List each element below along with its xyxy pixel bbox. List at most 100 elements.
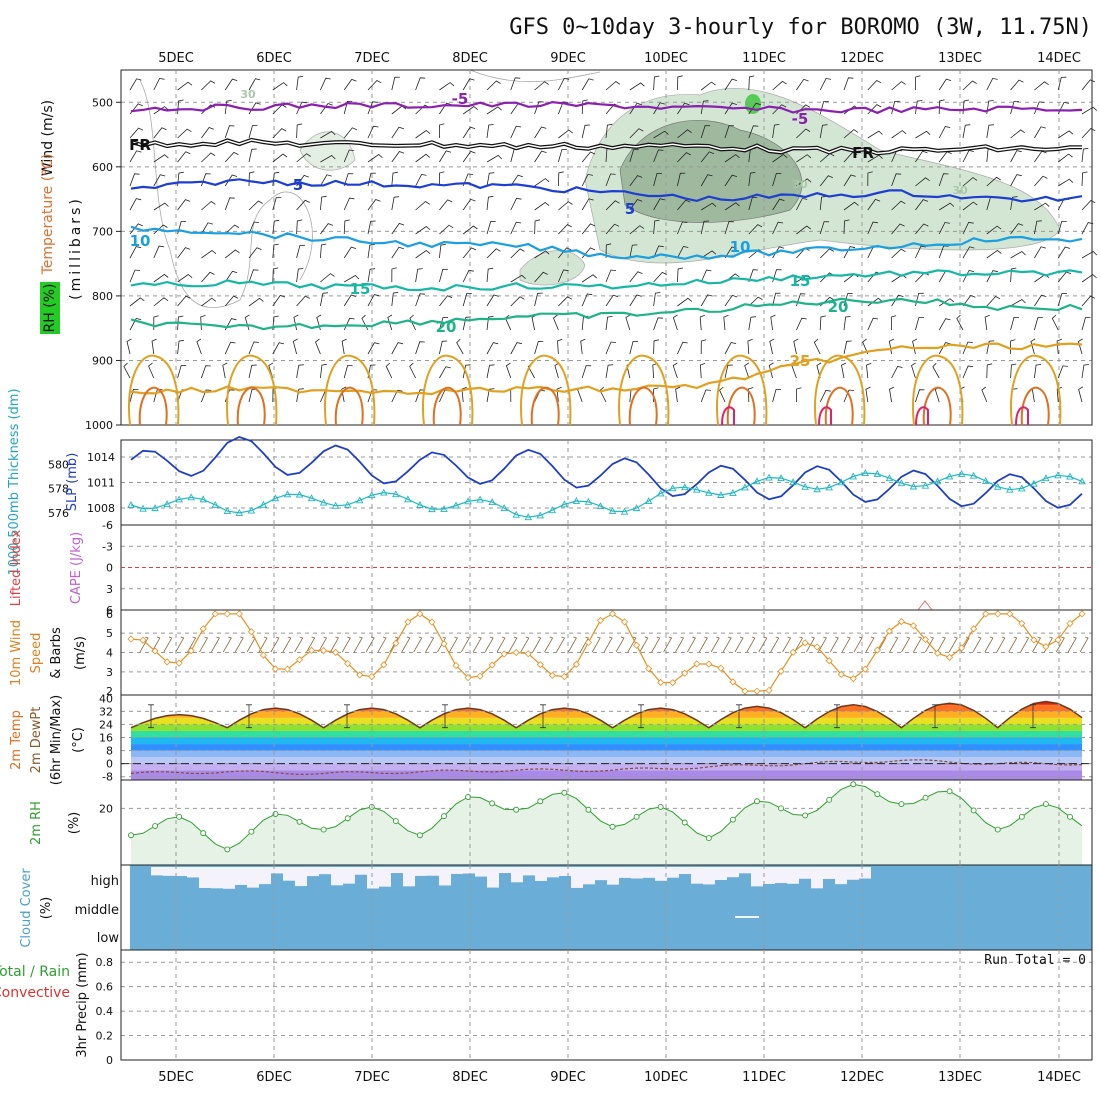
wind-barb xyxy=(938,342,951,355)
temp-title-unit: (°C) xyxy=(71,727,86,753)
wind-barb xyxy=(986,249,1002,259)
thickness-marker xyxy=(187,493,195,501)
rh-contour-gray-top xyxy=(469,69,601,83)
wind-barb xyxy=(224,125,235,139)
thickness-marker xyxy=(211,500,220,508)
cloud-gap xyxy=(667,867,679,878)
wind-barb xyxy=(1081,79,1095,91)
wind-barb xyxy=(629,271,643,283)
wind-barb xyxy=(912,338,918,355)
rh2m-marker xyxy=(296,818,303,825)
rh2m-marker xyxy=(200,830,207,837)
wind-barb xyxy=(1081,147,1089,163)
cloud-gap xyxy=(487,867,499,888)
wind-barb xyxy=(296,76,304,91)
wind10-marker xyxy=(344,660,352,668)
rh2m-marker xyxy=(705,835,712,842)
wind-barb xyxy=(439,123,445,139)
temp-minmax xyxy=(148,704,154,729)
temp-axis-titles: 2m Temp 2m DewPt (6hr Min/Max) (°C) xyxy=(9,695,86,785)
wind-barb xyxy=(747,387,754,403)
cloud-gap xyxy=(307,867,319,877)
thickness-marker xyxy=(428,505,436,513)
thickness-marker xyxy=(729,489,737,496)
wind-barb xyxy=(819,77,832,91)
cloud-gap xyxy=(163,867,175,876)
wind-barb xyxy=(1056,386,1063,403)
wind-barb xyxy=(510,77,521,91)
wind-barb xyxy=(129,318,142,331)
wind10-barb xyxy=(294,636,304,653)
wind-barb xyxy=(126,338,132,355)
wind-barb xyxy=(843,340,852,355)
wind-barb xyxy=(581,365,592,379)
wind-barb xyxy=(391,246,404,259)
wind-barb xyxy=(747,338,753,355)
wind-barb xyxy=(415,77,426,91)
wind-barb xyxy=(605,200,620,211)
wind-barb xyxy=(534,126,547,139)
contour-label: FR xyxy=(129,136,151,154)
rh2m-marker xyxy=(585,806,592,813)
wind10-barb xyxy=(330,636,339,653)
thickness-marker xyxy=(1066,472,1074,480)
wind-barb xyxy=(672,314,678,331)
wind-barb xyxy=(343,173,354,187)
upper-axis-titles: Wind (m/s) Temperature (°C) RH (%) (mill… xyxy=(40,100,84,334)
upper-air-panel: 500 600 700 800 900 1000 -5 -5 FR FR 5 5 10 10 15 15 20 2… xyxy=(85,69,1098,432)
wind-barb xyxy=(391,389,403,403)
wind-barb xyxy=(769,338,775,355)
wind-barb xyxy=(653,102,666,115)
wind-barb xyxy=(915,150,928,163)
wind-barb xyxy=(653,149,664,163)
wind-barb xyxy=(224,249,240,259)
temp-band xyxy=(131,744,1082,751)
wind-barb xyxy=(986,225,1002,235)
wind10-marker xyxy=(741,687,749,695)
wind-barb xyxy=(222,362,228,379)
wind10-marker xyxy=(825,657,833,665)
wind-barb xyxy=(865,386,871,403)
bottom-date-axis: 5DEC 6DEC 7DEC 8DEC 9DEC 10DEC 11DEC 12DEC 13DEC… xyxy=(158,1070,1081,1085)
wind-barb xyxy=(557,338,563,355)
chart-title: GFS 0~10day 3-hourly for BOROMO (3W, 11.… xyxy=(509,15,1092,40)
cloud-gap xyxy=(799,867,811,879)
wind-barb xyxy=(819,124,828,139)
wind-barb xyxy=(962,295,976,307)
wind-barb xyxy=(1081,128,1096,139)
cloud-gap xyxy=(595,867,607,881)
cloud-gap xyxy=(283,867,295,881)
wind-barb xyxy=(605,243,612,259)
cape-tick-label: -3 xyxy=(102,540,113,553)
thickness-marker xyxy=(861,469,870,476)
contour-loop-30 xyxy=(628,386,658,426)
wind10-barb xyxy=(175,636,185,653)
thickness-marker xyxy=(680,483,689,491)
wind-barb xyxy=(932,362,940,379)
wind10-barb xyxy=(496,636,506,653)
wind-barb xyxy=(1034,202,1050,211)
thickness-marker xyxy=(717,491,725,498)
wind-barb xyxy=(700,81,716,91)
cloud-gap xyxy=(331,867,343,886)
wind-barb xyxy=(391,222,405,235)
wind-barb xyxy=(367,342,380,355)
wind-barb xyxy=(320,243,327,259)
temp-tick-label: -8 xyxy=(102,771,113,784)
wind-barb xyxy=(653,173,662,187)
wind-barb xyxy=(938,202,955,211)
upper-frame xyxy=(120,69,1093,426)
wind10-barb xyxy=(437,636,447,653)
wind10-barb xyxy=(1008,636,1018,653)
contour-line-15 xyxy=(130,269,1083,292)
wind-barb xyxy=(272,267,279,283)
temp-minmax xyxy=(1030,704,1036,729)
contour-line-10 xyxy=(130,225,1083,260)
wind10-marker xyxy=(464,674,472,682)
thickness-tick-label: 578 xyxy=(48,483,69,496)
wind10-barb xyxy=(710,636,720,653)
wind-barb xyxy=(724,102,738,115)
wind10-barb xyxy=(270,636,280,653)
top-date-label: 12DEC xyxy=(840,51,884,66)
wind10-marker xyxy=(308,646,316,654)
